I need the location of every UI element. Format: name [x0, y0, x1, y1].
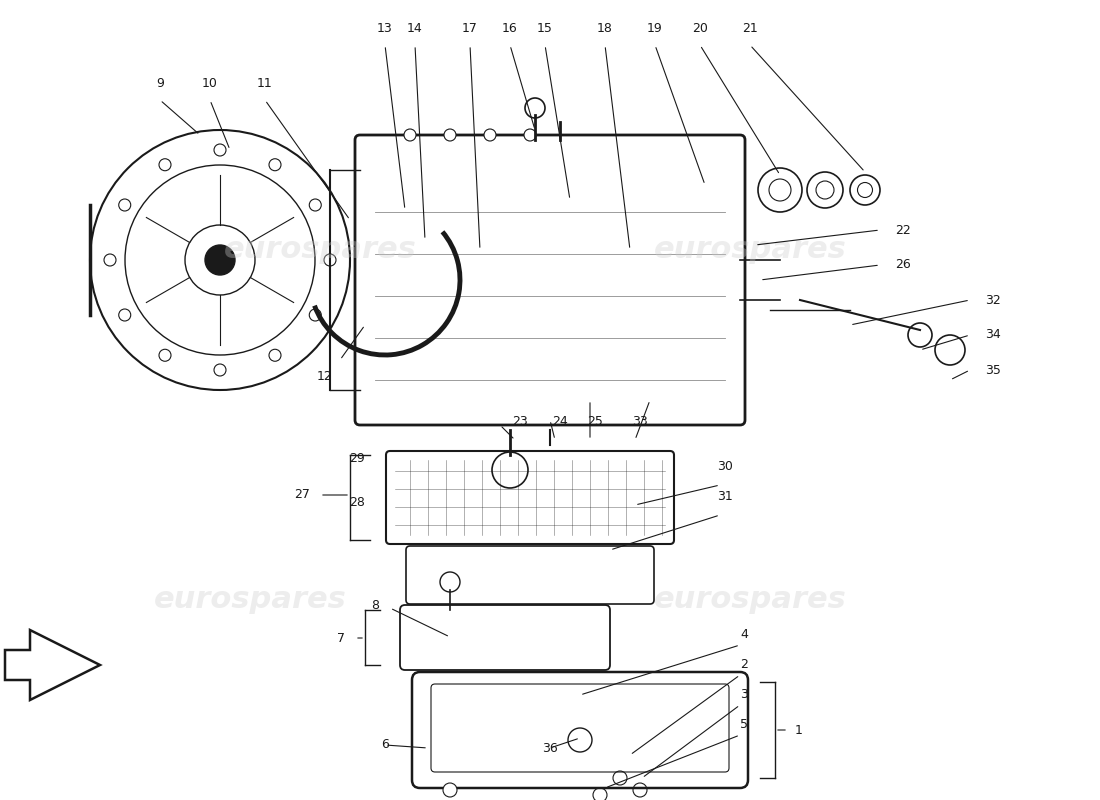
Text: 16: 16: [502, 22, 518, 35]
Circle shape: [205, 245, 235, 275]
Text: 11: 11: [257, 77, 273, 90]
Circle shape: [214, 364, 225, 376]
Text: 6: 6: [381, 738, 389, 751]
Text: 32: 32: [984, 294, 1001, 306]
Text: 29: 29: [350, 451, 365, 465]
Text: 8: 8: [371, 599, 380, 612]
Text: 10: 10: [202, 77, 218, 90]
Text: 13: 13: [377, 22, 393, 35]
Text: 18: 18: [597, 22, 613, 35]
Text: 17: 17: [462, 22, 477, 35]
Circle shape: [160, 158, 170, 170]
Circle shape: [119, 309, 131, 321]
Text: 30: 30: [717, 460, 733, 473]
Circle shape: [524, 129, 536, 141]
Text: eurospares: eurospares: [653, 235, 846, 265]
Text: eurospares: eurospares: [653, 586, 846, 614]
Text: 27: 27: [294, 489, 310, 502]
Circle shape: [404, 129, 416, 141]
Text: 23: 23: [513, 415, 528, 428]
Text: 9: 9: [156, 77, 164, 90]
Text: 7: 7: [337, 631, 345, 645]
Text: 19: 19: [647, 22, 663, 35]
Text: 33: 33: [632, 415, 648, 428]
Circle shape: [160, 350, 170, 362]
Text: 35: 35: [984, 363, 1001, 377]
Text: 26: 26: [895, 258, 911, 271]
Circle shape: [270, 158, 280, 170]
Circle shape: [443, 783, 456, 797]
Text: 28: 28: [349, 495, 365, 509]
Text: 2: 2: [740, 658, 748, 671]
Text: 36: 36: [542, 742, 558, 754]
Text: 3: 3: [740, 689, 748, 702]
Text: 20: 20: [692, 22, 708, 35]
Text: 25: 25: [587, 415, 603, 428]
Text: 15: 15: [537, 22, 553, 35]
Text: eurospares: eurospares: [223, 235, 417, 265]
Text: 22: 22: [895, 223, 911, 237]
Text: 31: 31: [717, 490, 733, 503]
Text: 1: 1: [795, 723, 803, 737]
Text: 21: 21: [742, 22, 758, 35]
Circle shape: [270, 350, 280, 362]
Text: 12: 12: [317, 370, 333, 383]
Circle shape: [309, 199, 321, 211]
Text: 4: 4: [740, 629, 748, 642]
Text: 5: 5: [740, 718, 748, 731]
Text: eurospares: eurospares: [154, 586, 346, 614]
Circle shape: [214, 144, 225, 156]
Text: 34: 34: [984, 329, 1001, 342]
Circle shape: [484, 129, 496, 141]
Polygon shape: [6, 630, 100, 700]
Circle shape: [104, 254, 116, 266]
Text: 24: 24: [552, 415, 568, 428]
Circle shape: [444, 129, 456, 141]
Text: 14: 14: [407, 22, 422, 35]
Circle shape: [309, 309, 321, 321]
Circle shape: [119, 199, 131, 211]
Circle shape: [324, 254, 336, 266]
